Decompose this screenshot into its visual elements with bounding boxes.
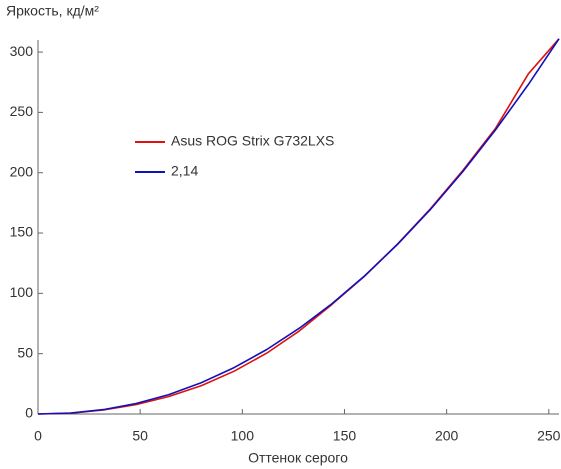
y-tick-label: 200 <box>10 163 34 179</box>
x-tick-label: 50 <box>132 428 148 444</box>
y-tick-label: 150 <box>10 224 34 240</box>
x-axis-label: Оттенок серого <box>248 450 348 466</box>
legend-label: Asus ROG Strix G732LXS <box>171 133 334 149</box>
series-line <box>37 38 560 415</box>
x-tick-label: 150 <box>333 428 357 444</box>
y-tick-label: 300 <box>10 43 34 59</box>
y-tick-label: 250 <box>10 103 34 119</box>
chart-title: Яркость, кд/м² <box>6 3 99 19</box>
y-tick-label: 100 <box>10 284 34 300</box>
series-line <box>37 38 560 415</box>
x-tick-label: 200 <box>435 428 459 444</box>
x-tick-label: 250 <box>537 428 561 444</box>
y-tick-label: 50 <box>17 344 33 360</box>
x-tick-label: 100 <box>231 428 255 444</box>
legend-label: 2,14 <box>171 163 198 179</box>
y-tick-label: 0 <box>25 405 33 421</box>
x-tick-label: 0 <box>34 428 42 444</box>
